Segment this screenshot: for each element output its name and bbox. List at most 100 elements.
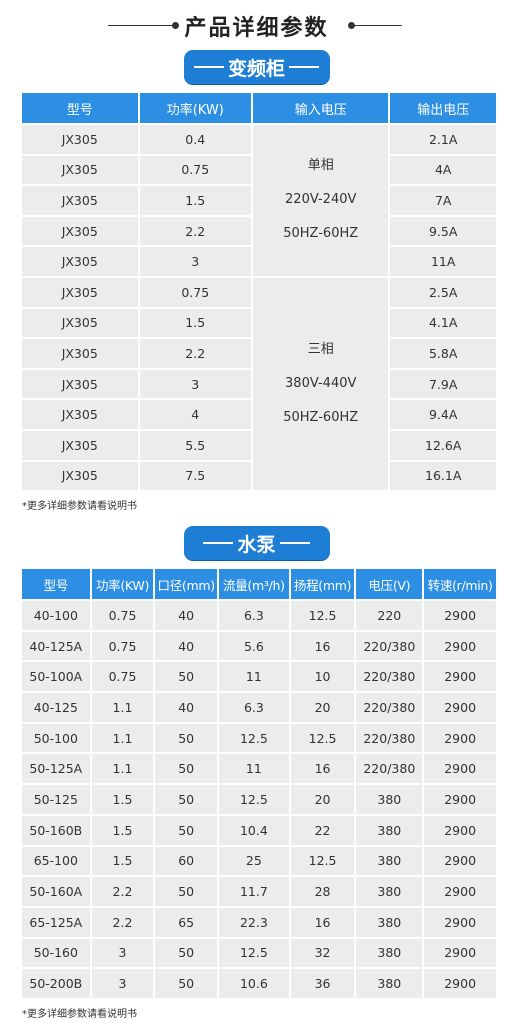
badge-dash-left [203,542,234,544]
cell-model: 50-125A [22,754,90,784]
title-dot-right [348,22,355,29]
table-row: JX305 1.5 7A [22,186,496,215]
cell-speed: 2900 [424,877,496,906]
cell-speed: 2900 [424,693,496,722]
cell-power: 1.5 [139,186,251,215]
cell-power: 2.2 [91,907,154,937]
inverter-header-output-voltage: 输出电压 [390,93,496,123]
cell-power: 1.1 [91,723,154,753]
title-divider-left [108,25,174,26]
cell-speed: 2900 [424,938,496,968]
cell-power: 5.5 [139,430,251,460]
cell-output: 9.5A [390,216,496,246]
input-voltage-three-phase: 三相 380V-440V 50HZ-60HZ [253,277,389,491]
cell-flow: 6.3 [219,693,289,722]
cell-voltage: 380 [356,969,423,998]
cell-caliber: 50 [155,877,218,906]
cell-voltage: 220/380 [356,723,423,753]
cell-power: 3 [139,247,251,276]
cell-head: 28 [290,877,355,906]
cell-speed: 2900 [424,846,496,876]
table-row: 50-100 1.1 50 12.5 12.5 220/380 2900 [22,723,496,753]
table-row: 50-160A 2.2 50 11.7 28 380 2900 [22,877,496,906]
table-row: 50-125 1.5 50 12.5 20 380 2900 [22,785,496,814]
inverter-header-input-voltage: 输入电压 [253,93,389,123]
badge-dash-right [279,542,310,544]
cell-head: 22 [290,815,355,845]
cell-model: 65-125A [22,907,90,937]
pump-header-flow: 流量(m³/h) [219,569,289,599]
cell-flow: 10.6 [219,969,289,998]
cell-model: JX305 [22,461,138,491]
cell-output: 7.9A [390,369,496,399]
cell-power: 1.5 [139,308,251,338]
section-label-inverter: 变频柜 [227,57,285,80]
cell-power: 2.2 [139,216,251,246]
cell-power: 1.5 [91,846,154,876]
input-voltage-line: 380V-440V [285,376,357,392]
cell-head: 20 [290,785,355,814]
cell-model: 50-100A [22,662,90,692]
table-row: JX305 0.75 4A [22,155,496,185]
cell-model: JX305 [22,430,138,460]
title-dot-left [172,22,179,29]
cell-model: 50-200B [22,969,90,998]
cell-speed: 2900 [424,815,496,845]
cell-voltage: 380 [356,938,423,968]
cell-caliber: 50 [155,754,218,784]
cell-output: 2.5A [390,277,496,307]
cell-caliber: 50 [155,723,218,753]
pump-header-row: 型号 功率(KW) 口径(mm) 流量(m³/h) 扬程(mm) 电压(V) 转… [22,569,496,599]
cell-flow: 12.5 [219,723,289,753]
cell-head: 36 [290,969,355,998]
cell-flow: 12.5 [219,938,289,968]
cell-caliber: 40 [155,601,218,630]
cell-model: 50-160 [22,938,90,968]
cell-power: 0.75 [91,662,154,692]
cell-power: 4 [139,400,251,429]
cell-output: 16.1A [390,461,496,491]
inverter-header-power: 功率(KW) [139,93,251,123]
cell-power: 1.1 [91,754,154,784]
cell-speed: 2900 [424,601,496,630]
cell-head: 32 [290,938,355,968]
cell-voltage: 380 [356,877,423,906]
cell-head: 16 [290,754,355,784]
table-row: 50-160B 1.5 50 10.4 22 380 2900 [22,815,496,845]
cell-power: 2.2 [139,339,251,368]
cell-output: 11A [390,247,496,276]
cell-output: 4A [390,155,496,185]
table-row: 50-125A 1.1 50 11 16 220/380 2900 [22,754,496,784]
cell-voltage: 220/380 [356,754,423,784]
table-row: JX305 0.4 单相 220V-240V 50HZ-60HZ 2.1A [22,125,496,276]
cell-model: 50-125 [22,785,90,814]
cell-model: JX305 [22,339,138,368]
cell-output: 4.1A [390,308,496,338]
cell-caliber: 50 [155,662,218,692]
table-row: JX305 5.5 12.6A [22,430,496,460]
cell-model: 50-100 [22,723,90,753]
cell-output: 2.1A [390,125,496,154]
cell-caliber: 50 [155,969,218,998]
pump-header-head: 扬程(mm) [290,569,355,599]
cell-voltage: 380 [356,785,423,814]
cell-speed: 2900 [424,754,496,784]
table-row: JX305 3 11A [22,247,496,276]
cell-output: 7A [390,186,496,215]
input-voltage-line: 50HZ-60HZ [283,226,359,242]
table-row: 40-125A 0.75 40 5.6 16 220/380 2900 [22,631,496,661]
cell-model: JX305 [22,308,138,338]
cell-head: 12.5 [290,601,355,630]
cell-power: 7.5 [139,461,251,491]
table-row: JX305 2.2 5.8A [22,339,496,368]
badge-dash-left [193,66,224,68]
cell-power: 0.75 [91,631,154,661]
cell-caliber: 50 [155,815,218,845]
cell-model: 40-125 [22,693,90,722]
cell-model: 50-160A [22,877,90,906]
input-voltage-line: 220V-240V [285,192,357,208]
cell-power: 0.75 [139,277,251,307]
cell-caliber: 65 [155,907,218,937]
cell-flow: 11 [219,754,289,784]
cell-caliber: 50 [155,785,218,814]
